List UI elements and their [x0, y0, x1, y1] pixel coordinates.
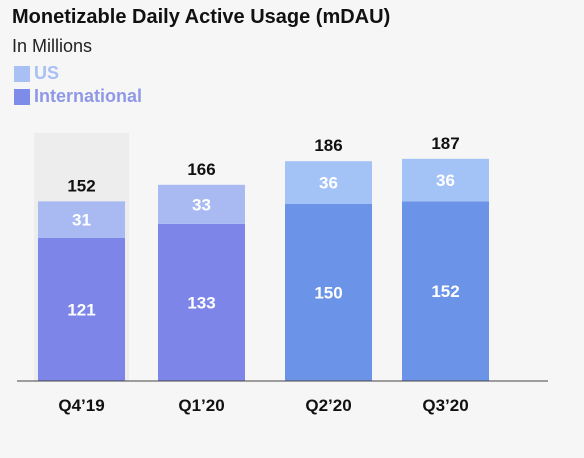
bar-international-q0: [38, 238, 125, 381]
bar-international-q3: [402, 201, 489, 381]
legend-label-international: International: [34, 86, 143, 106]
x-tick-label-q1: Q1’20: [178, 396, 224, 415]
chart-subtitle: In Millions: [12, 36, 93, 56]
data-label-total-q1: 166: [187, 160, 215, 179]
chart-title: Monetizable Daily Active Usage (mDAU): [12, 6, 391, 28]
bar-international-q1: [158, 223, 245, 381]
data-label-us-q2: 36: [319, 173, 338, 192]
legend-swatch-international: [14, 88, 30, 105]
data-label-international-q3: 152: [431, 282, 459, 301]
legend: US International: [14, 62, 142, 108]
data-label-us-q0: 31: [72, 211, 91, 230]
data-label-us-q3: 36: [436, 171, 455, 190]
data-label-total-q2: 186: [314, 136, 342, 155]
bar-us-q2: [285, 161, 372, 204]
data-label-international-q2: 150: [314, 283, 342, 302]
data-label-international-q1: 133: [187, 293, 215, 312]
x-tick-label-q0: Q4’19: [58, 396, 104, 415]
legend-item-international: International: [14, 85, 142, 108]
data-label-us-q1: 33: [192, 195, 211, 214]
legend-label-us: US: [34, 63, 60, 83]
data-label-total-q3: 187: [431, 134, 459, 153]
data-label-international-q0: 121: [67, 301, 95, 320]
x-tick-label-q3: Q3’20: [422, 396, 468, 415]
data-label-total-q0: 152: [67, 176, 95, 195]
bar-us-q0: [38, 201, 125, 238]
bar-international-q2: [285, 203, 372, 381]
bar-us-q3: [402, 158, 489, 202]
legend-swatch-us: [14, 65, 30, 82]
x-tick-label-q2: Q2’20: [305, 396, 351, 415]
legend-item-us: US: [14, 62, 142, 85]
bar-us-q1: [158, 184, 245, 224]
